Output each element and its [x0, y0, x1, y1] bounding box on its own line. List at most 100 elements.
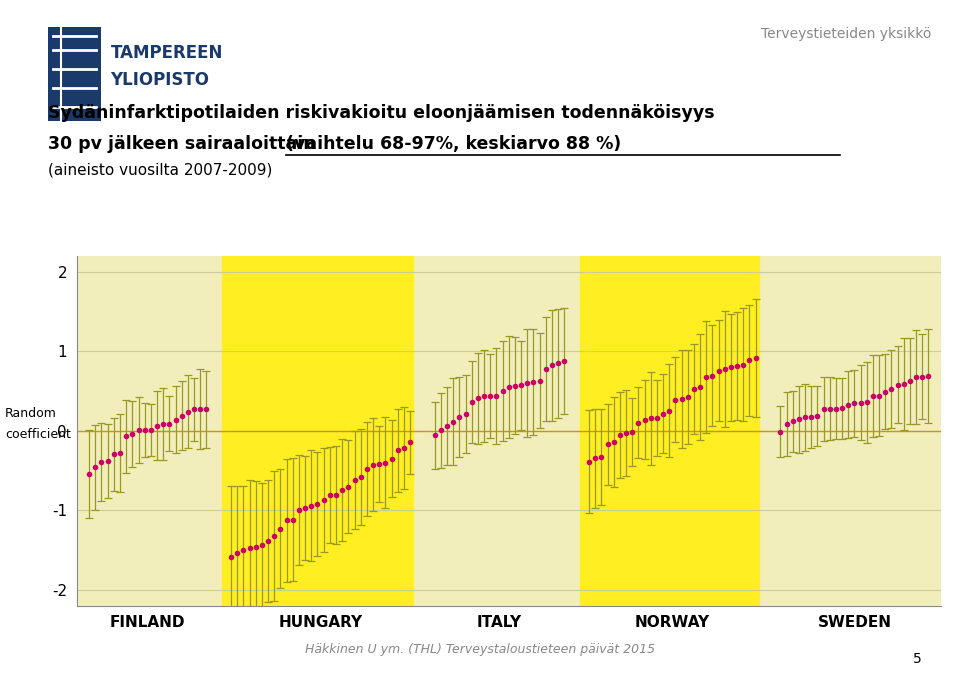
Point [242, 542, 257, 553]
Point [112, 448, 128, 458]
Point [890, 379, 905, 390]
Point [723, 362, 738, 373]
Point [557, 355, 572, 366]
Point [705, 370, 720, 381]
Point [347, 474, 362, 485]
Point [248, 541, 263, 552]
Text: 30 pv jälkeen sairaaloittain: 30 pv jälkeen sairaaloittain [48, 135, 322, 153]
Point [94, 457, 109, 468]
Point [100, 455, 115, 466]
Point [131, 425, 146, 435]
Point [125, 429, 140, 439]
Text: Sydäninfarktipotilaiden riskivakioitu eloonjäämisen todennäköisyys: Sydäninfarktipotilaiden riskivakioitu el… [48, 104, 714, 122]
Point [804, 412, 819, 423]
Point [236, 545, 252, 556]
Point [822, 403, 837, 414]
Point [273, 523, 288, 534]
Point [476, 391, 492, 402]
Text: Häkkinen U ym. (THL) Terveystaloustieteen päivät 2015: Häkkinen U ym. (THL) Terveystaloustietee… [305, 643, 655, 656]
Point [353, 471, 369, 482]
Point [612, 429, 628, 440]
Point [798, 412, 813, 423]
Point [298, 503, 313, 514]
Point [526, 377, 541, 388]
Point [896, 379, 911, 390]
Point [285, 514, 300, 525]
Point [180, 406, 196, 417]
Point [828, 403, 844, 414]
Text: (aineisto vuosilta 2007-2009): (aineisto vuosilta 2007-2009) [48, 163, 273, 178]
Point [458, 409, 473, 419]
Point [588, 453, 603, 464]
Point [359, 464, 374, 474]
Point [452, 412, 468, 423]
Point [489, 390, 504, 401]
Point [915, 371, 930, 382]
Point [143, 425, 158, 435]
Point [323, 490, 338, 501]
Text: (vaihtelu 68-97%, keskiarvo 88 %): (vaihtelu 68-97%, keskiarvo 88 %) [286, 135, 621, 153]
Point [730, 361, 745, 371]
Point [150, 420, 165, 431]
Text: Random: Random [5, 407, 57, 421]
Point [877, 386, 893, 397]
Point [260, 536, 276, 546]
Bar [222, 256, 413, 606]
Point [847, 398, 862, 409]
Text: coefficient: coefficient [5, 427, 71, 441]
Point [464, 396, 479, 407]
Point [649, 413, 664, 423]
Point [834, 403, 850, 414]
Point [816, 404, 831, 415]
Point [507, 380, 522, 391]
Point [593, 452, 609, 462]
Point [600, 439, 615, 450]
Point [606, 437, 621, 448]
Point [532, 375, 547, 386]
Point [841, 399, 856, 410]
Point [514, 380, 529, 390]
Point [341, 481, 356, 492]
Text: YLIOPISTO: YLIOPISTO [110, 71, 209, 89]
Point [254, 540, 270, 551]
Point [668, 394, 684, 405]
Point [699, 372, 714, 383]
Point [445, 416, 461, 427]
Point [674, 394, 689, 404]
Text: 5: 5 [913, 652, 922, 666]
Point [470, 393, 486, 404]
Point [303, 500, 319, 511]
Point [785, 416, 801, 427]
Point [908, 371, 924, 382]
Point [87, 462, 103, 472]
Point [168, 415, 183, 425]
Point [748, 353, 763, 363]
Point [396, 443, 412, 454]
Point [199, 404, 214, 415]
Point [501, 382, 516, 392]
Point [636, 414, 652, 425]
Point [390, 445, 405, 456]
Point [366, 460, 381, 470]
Point [82, 468, 97, 479]
Point [550, 358, 565, 369]
Point [384, 453, 399, 464]
Point [791, 414, 806, 425]
Point [686, 384, 702, 394]
Point [310, 499, 325, 509]
Point [519, 378, 535, 388]
Point [631, 417, 646, 428]
Point [316, 495, 331, 505]
Point [229, 548, 245, 559]
Point [544, 360, 560, 371]
Bar [580, 256, 758, 606]
Point [859, 397, 875, 408]
Point [809, 411, 825, 421]
Point [661, 405, 677, 416]
Point [779, 419, 794, 429]
Text: TAMPEREEN: TAMPEREEN [110, 44, 223, 62]
Point [735, 359, 751, 370]
Point [495, 386, 511, 396]
Point [618, 427, 634, 438]
Point [643, 413, 659, 424]
